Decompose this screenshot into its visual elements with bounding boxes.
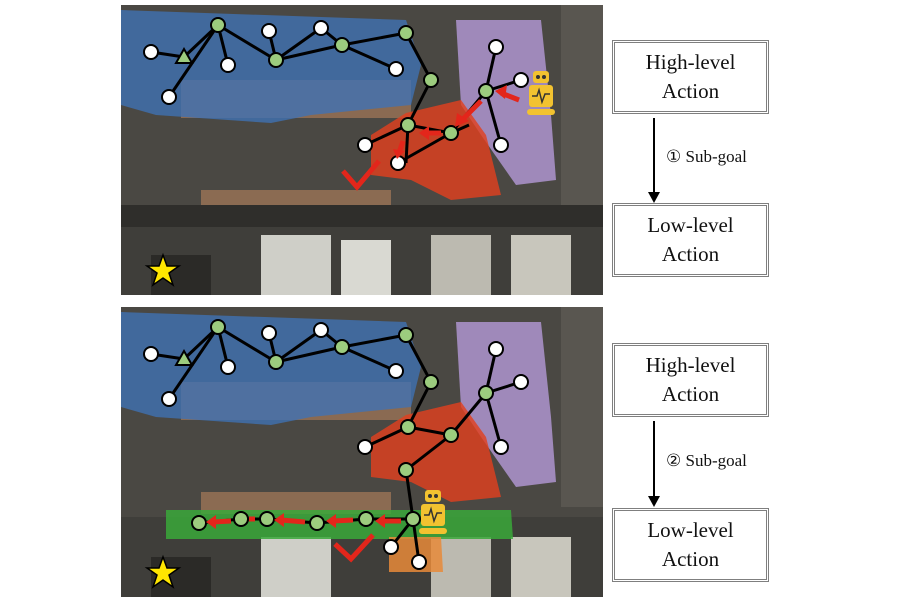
graph-node [388,363,404,379]
graph-node [268,354,284,370]
graph-node [313,20,329,36]
high-level-action-box-bottom: High-level Action [612,343,769,417]
star-icon [144,554,182,589]
graph-node [398,25,414,41]
region-purple [456,322,556,487]
graph-node [309,515,325,531]
graph-node [143,346,159,362]
high-level-label-line1: High-level [645,353,736,377]
subgoal-label-bottom: ② Sub-goal [666,451,747,470]
graph-node [400,117,416,133]
graph-node [357,137,373,153]
graph-node [220,359,236,375]
low-level-label-line2: Action [661,547,720,571]
arrow-shaft-bottom [653,421,655,498]
graph-node [259,511,275,527]
arrow-down-icon [648,192,660,203]
triangle-start-icon [174,348,194,366]
graph-node [161,89,177,105]
bottom-scene-map [121,307,603,597]
high-level-label-line1: High-level [645,50,736,74]
high-level-label-line2: Action [661,79,720,103]
graph-node [313,322,329,338]
graph-node [493,137,509,153]
low-level-action-box-bottom: Low-level Action [612,508,769,582]
graph-node [358,511,374,527]
region-purple [456,20,556,185]
graph-node [357,439,373,455]
graph-node [334,37,350,53]
graph-node [443,125,459,141]
high-level-label-line2: Action [661,382,720,406]
checkmark-icon [333,533,375,563]
graph-node [161,391,177,407]
graph-node [405,511,421,527]
graph-node [334,339,350,355]
graph-node [513,374,529,390]
graph-node [493,439,509,455]
high-level-action-box-top: High-level Action [612,40,769,114]
graph-nodes [143,319,529,570]
graph-node [400,419,416,435]
graph-node [478,83,494,99]
graph-node [488,341,504,357]
graph-node [220,57,236,73]
path-arrows [206,513,401,529]
graph-nodes [143,17,529,171]
graph-node [398,327,414,343]
bottom-scene-svg [121,307,603,597]
graph-node [411,554,427,570]
low-level-label-line1: Low-level [647,518,734,542]
subgoal-label-top: ① Sub-goal [666,147,747,166]
low-level-label-line1: Low-level [647,213,734,237]
graph-node [383,539,399,555]
graph-node [423,72,439,88]
graph-node [388,61,404,77]
region-orange [389,537,443,572]
robot-icon [419,490,447,534]
graph-node [233,511,249,527]
top-scene-svg [121,5,603,295]
top-scene-map [121,5,603,295]
graph-node [443,427,459,443]
graph-node [210,319,226,335]
graph-node [390,155,406,171]
graph-node [261,325,277,341]
graph-node [398,462,414,478]
low-level-label-line2: Action [661,242,720,266]
region-green [166,510,513,539]
arrow-down-icon [648,496,660,507]
graph-node [191,515,207,531]
graph-node [268,52,284,68]
triangle-start-icon [174,46,194,64]
robot-icon [527,71,555,115]
arrow-shaft-top [653,118,655,194]
star-icon [144,252,182,287]
checkmark-icon [341,159,381,191]
graph-edges [150,23,522,165]
low-level-action-box-top: Low-level Action [612,203,769,277]
graph-node [143,44,159,60]
path-arrows [393,85,520,159]
graph-node [423,374,439,390]
graph-node [513,72,529,88]
graph-node [261,23,277,39]
graph-node [488,39,504,55]
graph-node [478,385,494,401]
graph-node [210,17,226,33]
